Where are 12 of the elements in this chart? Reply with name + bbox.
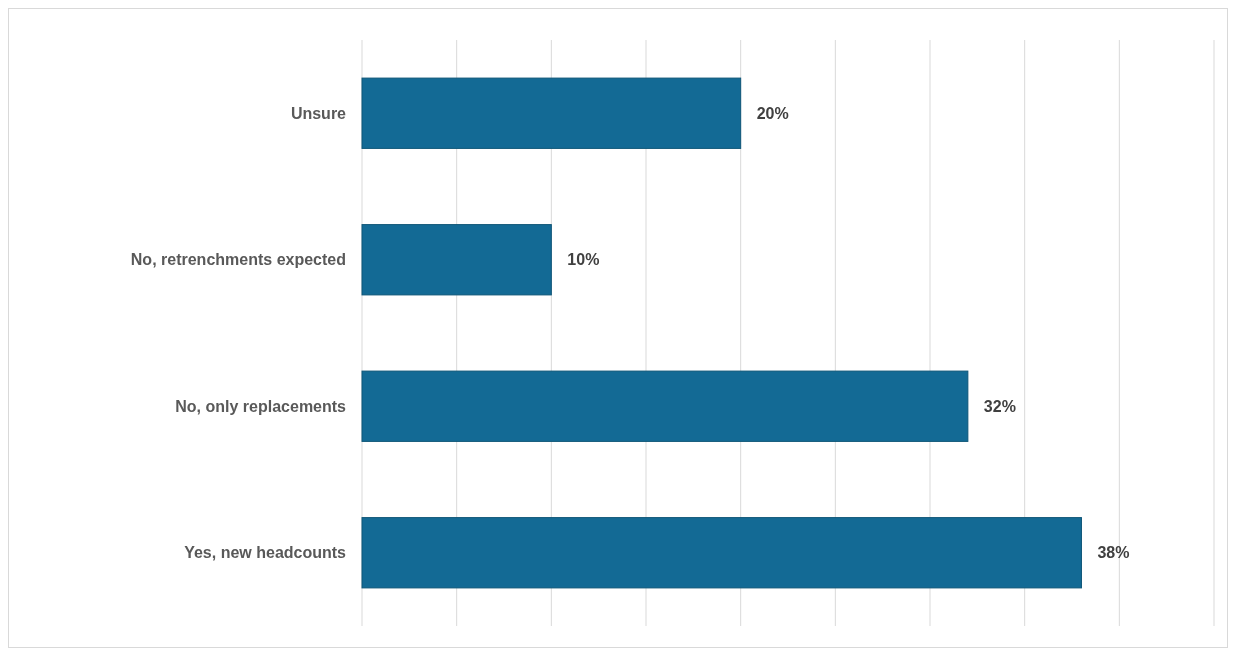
- data-label: 20%: [756, 104, 789, 122]
- y-tick-label: Yes, new headcounts: [184, 544, 347, 562]
- bar: [361, 517, 1082, 589]
- data-label: 38%: [1097, 544, 1130, 562]
- y-tick-label: No, retrenchments expected: [130, 251, 346, 269]
- y-tick-label: Unsure: [290, 104, 347, 122]
- bar: [361, 77, 742, 149]
- bar: [361, 224, 552, 296]
- y-tick-label: No, only replacements: [175, 397, 347, 415]
- data-label: 32%: [983, 397, 1016, 415]
- data-label: 10%: [567, 251, 600, 269]
- bar: [361, 370, 969, 442]
